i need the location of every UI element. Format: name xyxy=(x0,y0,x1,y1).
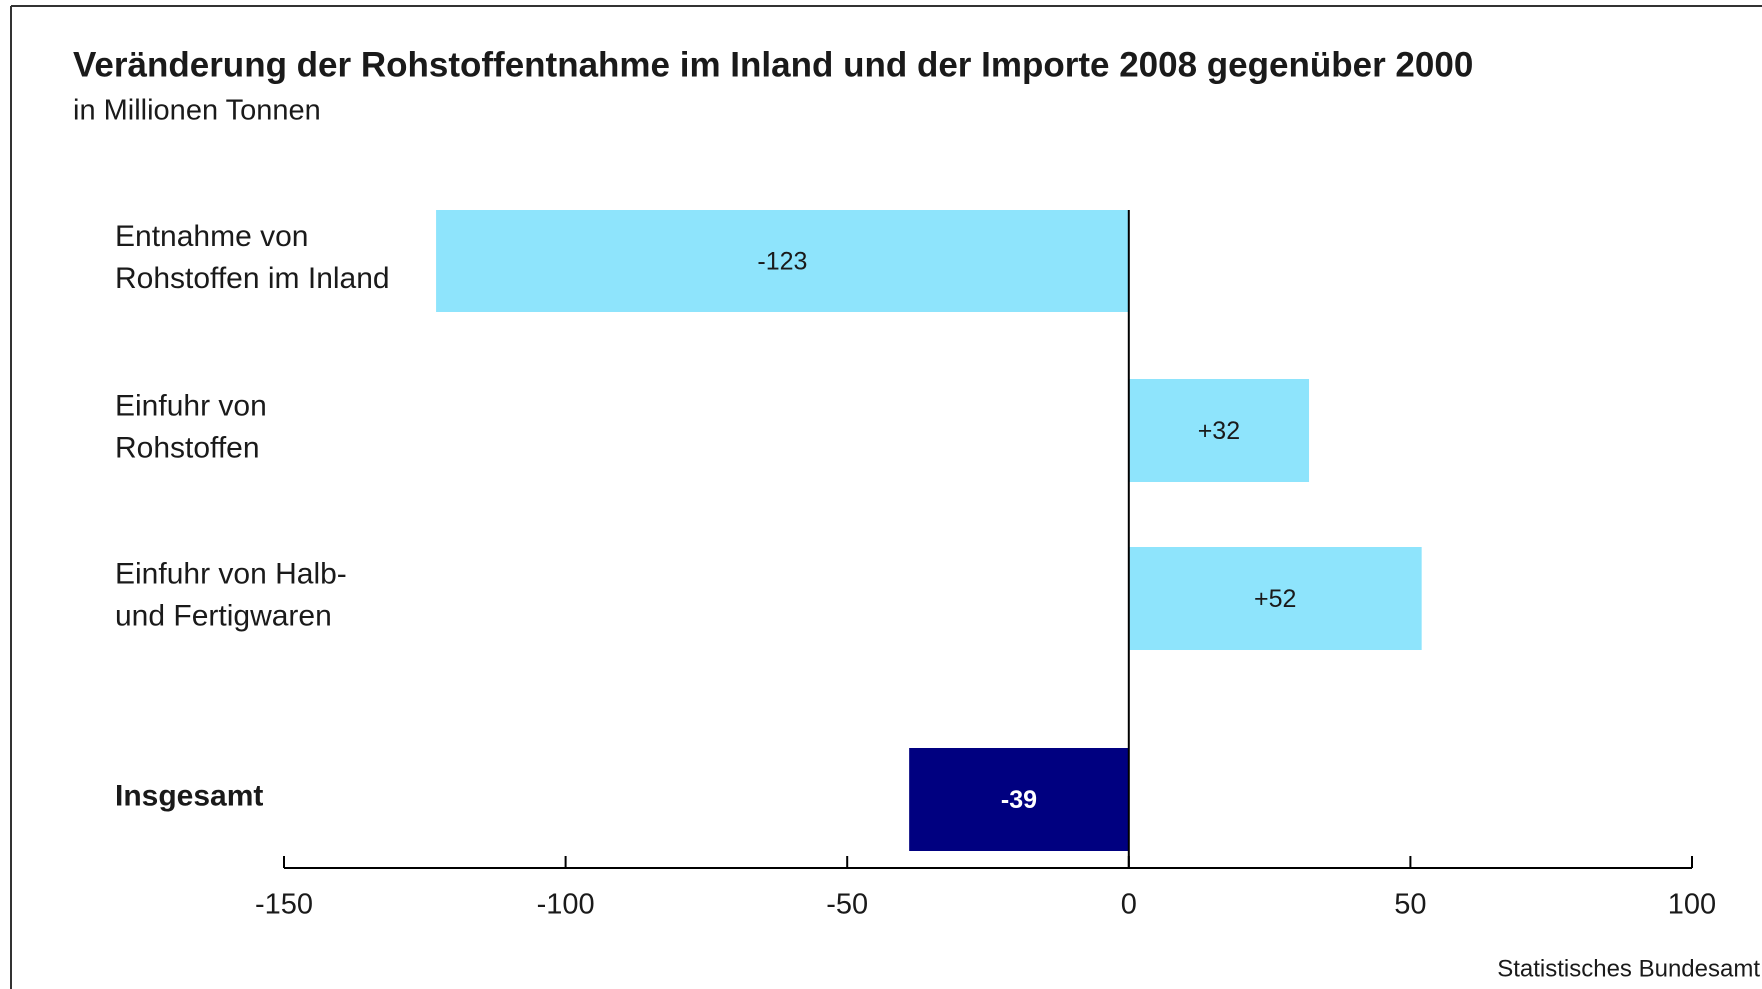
chart-subtitle: in Millionen Tonnen xyxy=(73,95,321,127)
bar xyxy=(1128,379,1310,482)
category-label: Einfuhr von xyxy=(115,389,267,422)
value-label: +52 xyxy=(1254,585,1296,613)
category-label: Einfuhr von Halb- xyxy=(115,557,347,590)
bar xyxy=(909,748,1129,851)
source: Statistisches Bundesamt xyxy=(1497,955,1760,982)
bar xyxy=(1128,547,1422,650)
category-label: Rohstoffen xyxy=(115,431,260,464)
category-label: Rohstoffen im Inland xyxy=(115,262,390,295)
x-tick-label: -100 xyxy=(537,889,595,921)
category-label: Insgesamt xyxy=(115,779,263,812)
category-label: und Fertigwaren xyxy=(115,599,332,632)
x-tick-label: -150 xyxy=(255,889,313,921)
bar xyxy=(436,210,1129,312)
chart-title: Veränderung der Rohstoffentnahme im Inla… xyxy=(73,45,1473,84)
value-label: -123 xyxy=(757,248,807,276)
value-label: -39 xyxy=(1001,786,1037,814)
x-tick-label: -50 xyxy=(826,889,868,921)
x-tick-label: 50 xyxy=(1394,889,1426,921)
value-label: +32 xyxy=(1198,417,1240,445)
category-label: Entnahme von xyxy=(115,220,308,253)
x-tick-label: 0 xyxy=(1121,889,1137,921)
x-tick-label: 100 xyxy=(1668,889,1716,921)
